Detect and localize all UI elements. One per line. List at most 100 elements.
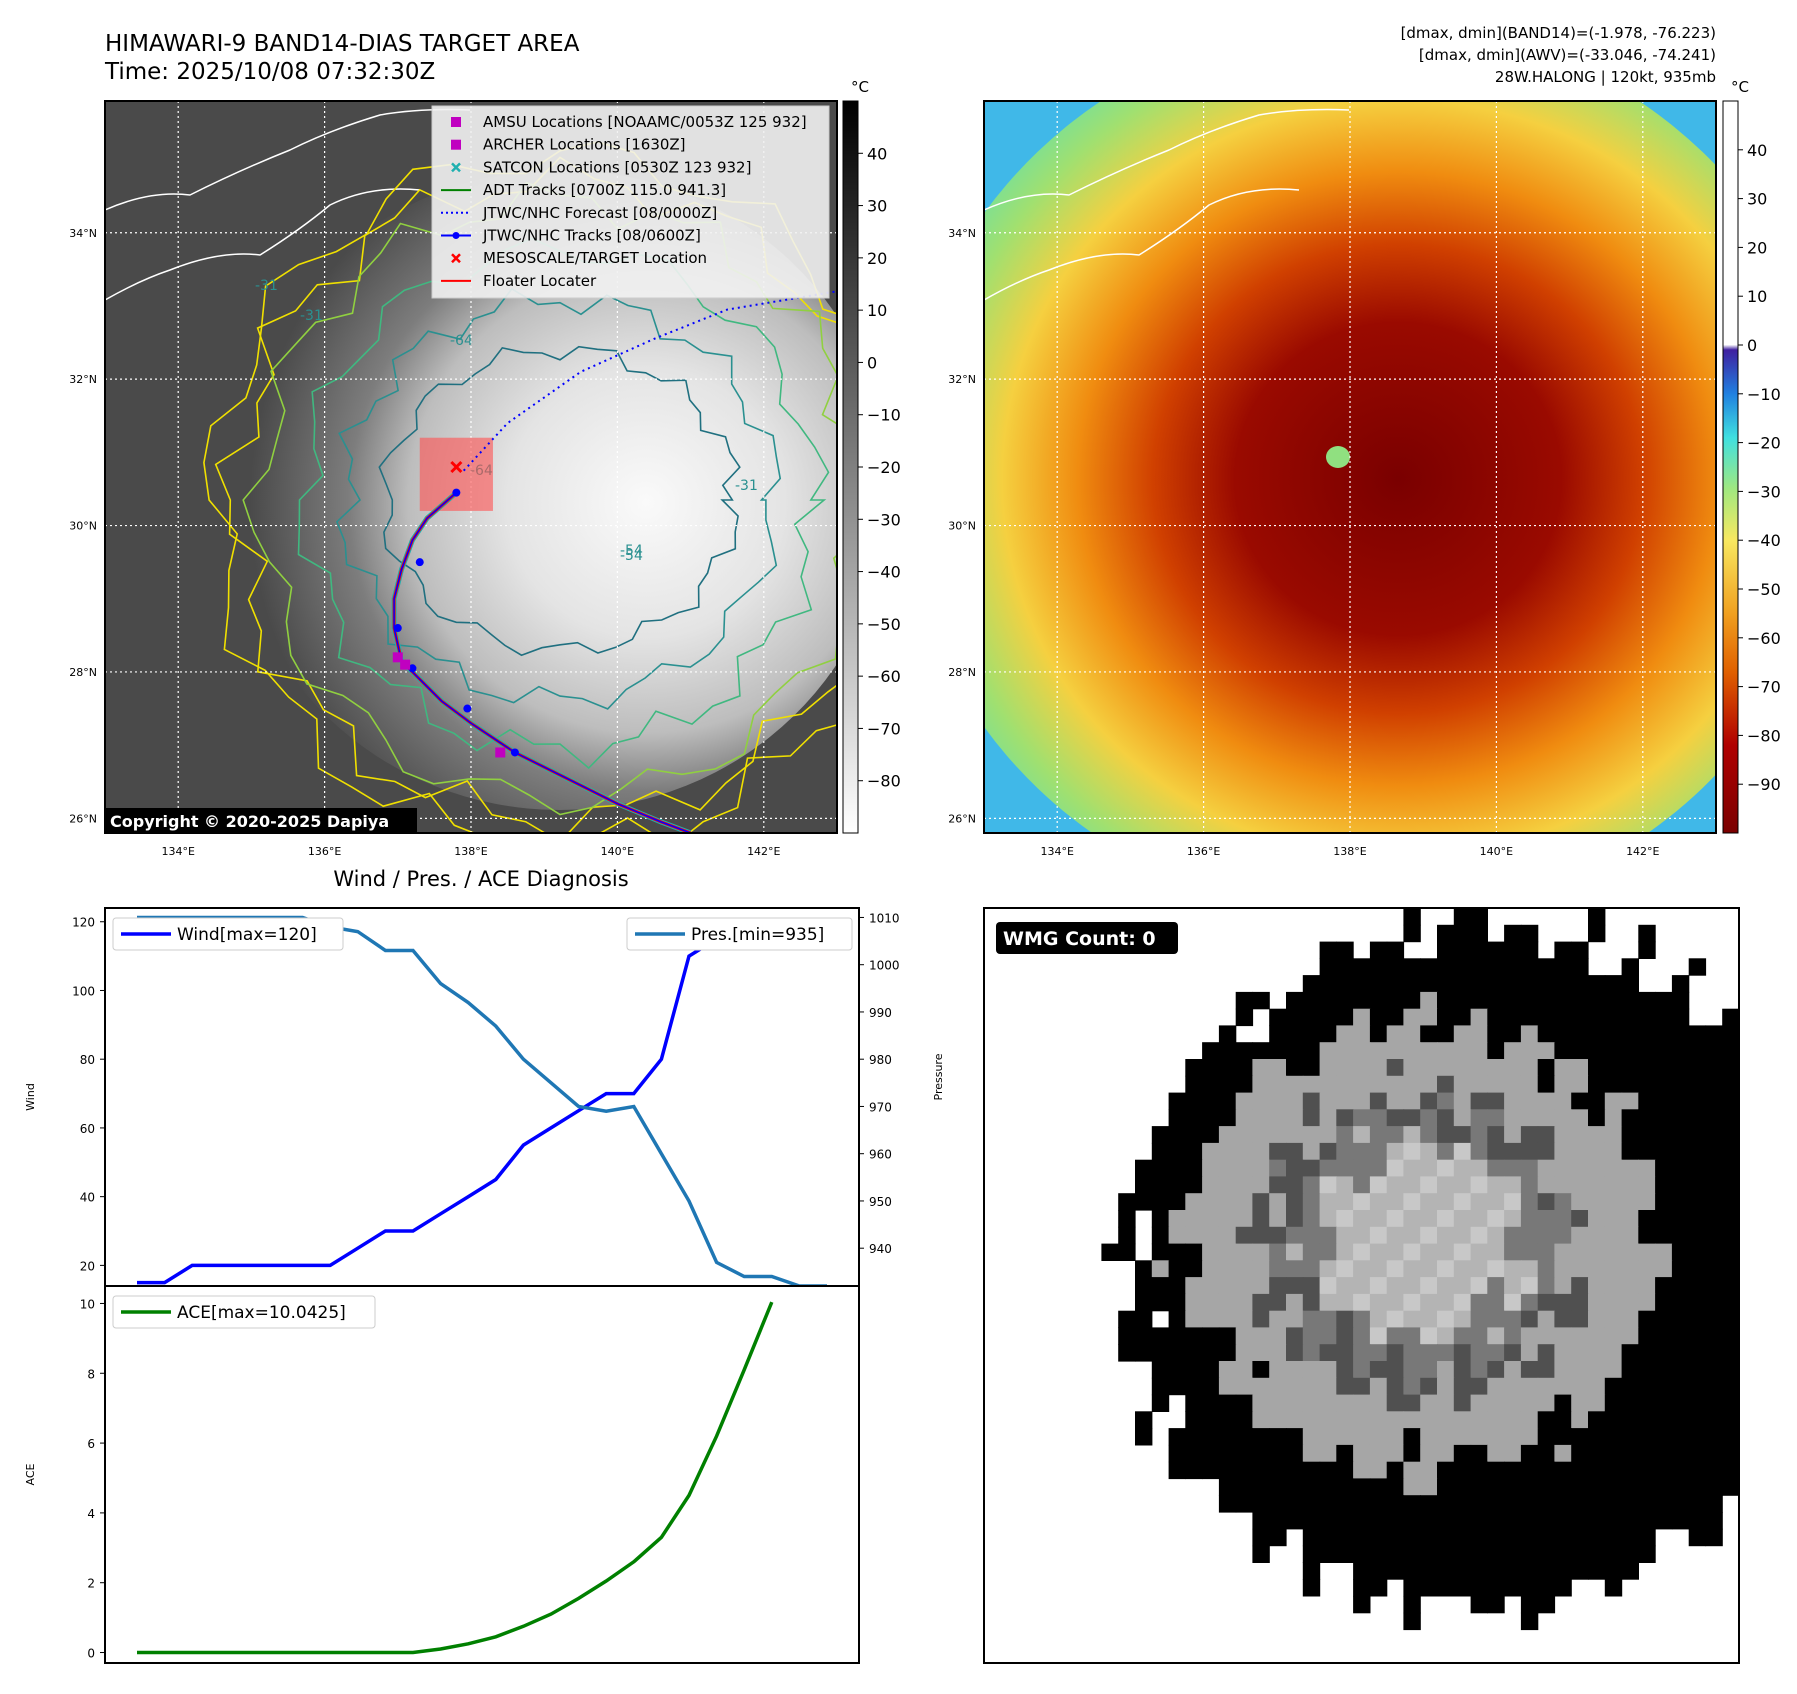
wmg-cell — [1520, 991, 1539, 1010]
wmg-cell — [1218, 1176, 1237, 1194]
wmg-cell — [1319, 1344, 1337, 1362]
wmg-cell — [1638, 1428, 1656, 1446]
wmg-cell — [1537, 1344, 1556, 1362]
wmg-cell — [1520, 1444, 1539, 1463]
wmg-cell — [1588, 1562, 1606, 1580]
wmg-count-label: WMG Count: 0 — [1003, 928, 1156, 950]
wmg-cell — [1604, 1059, 1623, 1077]
wmg-cell — [1437, 991, 1455, 1010]
wmg-cell — [1151, 1142, 1170, 1161]
wmg-cell — [1302, 1411, 1321, 1429]
wmg-cell — [1403, 1243, 1421, 1261]
jtwc-track-point — [408, 664, 417, 673]
wmg-cell — [1420, 1260, 1438, 1278]
wmg-cell — [1252, 1142, 1270, 1161]
wmg-cell — [1588, 1042, 1606, 1060]
wmg-cell — [1185, 1059, 1203, 1077]
wmg-cell — [1655, 1075, 1673, 1094]
wmg-cell — [1403, 1579, 1421, 1597]
wmg-cell — [1185, 1075, 1203, 1094]
wmg-cell — [1202, 1075, 1220, 1094]
storm-info: 28W.HALONG | 120kt, 935mb — [1495, 68, 1716, 86]
wmg-cell — [1604, 1277, 1623, 1295]
wmg-cell — [1369, 1394, 1388, 1412]
wmg-cell — [1655, 1210, 1673, 1228]
wmg-cell — [1420, 1092, 1438, 1110]
wmg-cell — [1420, 1428, 1438, 1446]
wmg-cell — [1554, 1361, 1572, 1379]
wmg-cell — [1286, 1193, 1304, 1211]
wmg-cell — [1621, 1394, 1639, 1412]
wmg-cell — [1336, 1025, 1354, 1043]
contour-line — [335, 287, 782, 710]
awv-field — [984, 101, 1716, 833]
wmg-cell — [1437, 1361, 1455, 1379]
wmg-cell — [1554, 1210, 1572, 1228]
wmg-cell — [1269, 1025, 1287, 1043]
wmg-cell — [1520, 1394, 1539, 1412]
wmg-cell — [1688, 1176, 1707, 1194]
wmg-cell — [1520, 1142, 1539, 1161]
wmg-cell — [1420, 1344, 1438, 1362]
wmg-cell — [1504, 1059, 1522, 1077]
wmg-cell — [1571, 958, 1589, 976]
wmg-cell — [1218, 1025, 1237, 1043]
wmg-cell — [1554, 1344, 1572, 1362]
wmg-cell — [1554, 1042, 1572, 1060]
wmg-cell — [1453, 1377, 1472, 1396]
y-axis-label: Wind — [24, 1083, 37, 1111]
wmg-cell — [1554, 1310, 1572, 1329]
wmg-cell — [1504, 1444, 1522, 1463]
wmg-cell — [1403, 1444, 1421, 1463]
wmg-cell — [1202, 1176, 1220, 1194]
map-frame-left — [104, 100, 838, 834]
wmg-cell — [1302, 1361, 1321, 1379]
wmg-cell — [1336, 1176, 1354, 1194]
wmg-cell — [1218, 1478, 1237, 1496]
wmg-cell — [1537, 1310, 1556, 1329]
wmg-cell — [1302, 1461, 1321, 1480]
wmg-cell — [1168, 1361, 1186, 1379]
wmg-cell — [1437, 1579, 1455, 1597]
wmg-cell — [1218, 1193, 1237, 1211]
wmg-cell — [1353, 1428, 1371, 1446]
wmg-cell — [1202, 1126, 1220, 1144]
wmg-cell — [1470, 1210, 1488, 1228]
wmg-cell — [1705, 1159, 1723, 1178]
legend-marker-x — [451, 162, 461, 173]
wmg-cell — [1336, 1126, 1354, 1144]
wmg-cell — [1705, 1059, 1723, 1077]
wmg-cell — [1353, 1193, 1371, 1211]
wmg-cell — [1604, 1562, 1623, 1580]
wmg-cell — [1453, 1277, 1472, 1295]
wmg-cell — [1453, 1109, 1472, 1127]
jtwc-track-point — [463, 704, 472, 713]
wmg-cell — [1218, 1310, 1237, 1329]
wmg-cell — [1537, 1394, 1556, 1412]
wmg-cell — [1688, 1092, 1707, 1110]
wmg-cell — [1437, 1293, 1455, 1312]
colorbar-tick-label: 20 — [867, 249, 887, 268]
wmg-cell — [1319, 1478, 1337, 1496]
colorbar-tick-label: −90 — [1747, 775, 1781, 794]
wmg-cell — [1235, 1293, 1254, 1312]
y-tick-label: 8 — [87, 1367, 95, 1381]
wmg-cell — [1336, 958, 1354, 976]
legend-label: MESOSCALE/TARGET Location — [483, 249, 707, 267]
wmg-cell — [1437, 1210, 1455, 1228]
wmg-cell — [1604, 1428, 1623, 1446]
wmg-cell — [1470, 1260, 1488, 1278]
wmg-cell — [1588, 1092, 1606, 1110]
wmg-cell — [1252, 1092, 1270, 1110]
wmg-cell — [1588, 1495, 1606, 1513]
wmg-cell — [1437, 958, 1455, 976]
wmg-cell — [1554, 1159, 1572, 1178]
wmg-cell — [1722, 1310, 1740, 1329]
wmg-cell — [1386, 1159, 1405, 1178]
wmg-cell — [1218, 1495, 1237, 1513]
wmg-cell — [1235, 1142, 1254, 1161]
copyright-text: Copyright © 2020-2025 Dapiya — [110, 812, 389, 831]
wmg-cell — [1621, 1159, 1639, 1178]
wmg-cell — [1470, 991, 1488, 1010]
wmg-cell — [1386, 1428, 1405, 1446]
